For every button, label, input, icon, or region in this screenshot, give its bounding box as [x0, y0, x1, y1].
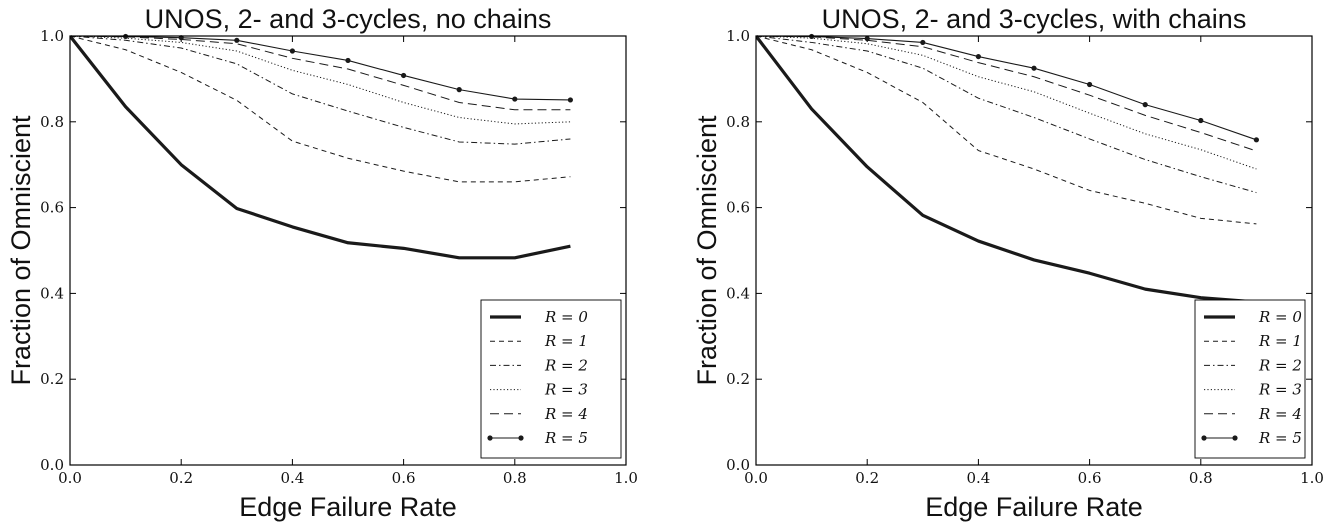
data-point [1253, 137, 1259, 143]
plot-frame [69, 35, 627, 466]
legend-label: R = 1 [1258, 332, 1302, 350]
x-tick-label: 0.6 [392, 469, 416, 487]
series-line-r4 [70, 35, 571, 111]
chart-panel-1: UNOS, 2- and 3-cycles, no chains Edge Fai… [6, 4, 638, 522]
x-tick-label: 0.2 [169, 469, 193, 487]
data-point [456, 87, 462, 93]
legend-box [480, 299, 622, 459]
y-tick-label: 0.2 [726, 370, 750, 388]
series-line-r3 [756, 35, 1257, 170]
legend-label: R = 4 [544, 405, 588, 423]
legend-label: R = 0 [1258, 308, 1302, 326]
x-tick-label: 1.0 [614, 469, 638, 487]
legend-label: R = 2 [544, 356, 588, 374]
series-group [756, 33, 1259, 304]
data-point [345, 57, 351, 64]
y-tick-label: 0.4 [726, 284, 750, 302]
chart-title: UNOS, 2- and 3-cycles, with chains [822, 4, 1247, 34]
y-tick-label: 0.0 [726, 456, 750, 474]
data-point [1142, 102, 1148, 108]
y-tick-label: 0.6 [726, 199, 750, 217]
series-line-r0 [70, 35, 571, 260]
data-point [1198, 117, 1204, 124]
legend-marker [518, 435, 524, 441]
y-tick-label: 1.0 [40, 27, 64, 45]
series-line-r2 [70, 35, 571, 145]
series-line-r1 [70, 35, 571, 183]
data-point [289, 48, 295, 54]
plot-frame [755, 35, 1313, 466]
legend-label: R = 5 [544, 429, 588, 447]
x-tick-label: 1.0 [1300, 469, 1324, 487]
x-tick-label: 0.6 [1078, 469, 1102, 487]
x-tick-label: 0.8 [1189, 469, 1213, 487]
chart-title: UNOS, 2- and 3-cycles, no chains [145, 4, 552, 34]
legend-marker [1201, 435, 1207, 441]
data-point [1087, 81, 1093, 88]
x-axis-label: Edge Failure Rate [239, 492, 457, 522]
data-point [401, 72, 407, 79]
data-point [234, 37, 240, 43]
legend-label: R = 0 [544, 308, 588, 326]
series-line-r4 [756, 35, 1257, 152]
series-line-r1 [756, 35, 1257, 225]
legend-marker [1232, 435, 1238, 441]
legend: R = 0 R = 1 R = 2 R = 3 R = 4 R = 5 [480, 299, 622, 459]
legend-box [1194, 299, 1306, 459]
legend-label: R = 2 [1258, 356, 1302, 374]
x-tick-label: 0.8 [503, 469, 527, 487]
series-line-r2 [756, 35, 1257, 194]
series-line-r3 [70, 35, 571, 125]
y-tick-label: 0.8 [726, 113, 750, 131]
x-tick-label: 0.4 [966, 469, 990, 487]
legend-label: R = 3 [544, 381, 588, 399]
y-tick-label: 0.4 [40, 284, 64, 302]
chart-panel-2: UNOS, 2- and 3-cycles, with chains Edge F… [692, 4, 1324, 522]
series-line-r0 [756, 35, 1257, 304]
legend-label: R = 5 [1258, 429, 1302, 447]
legend: R = 0 R = 1 R = 2 R = 3 R = 4 R = 5 [1194, 299, 1306, 459]
data-point [567, 97, 574, 103]
y-axis-label: Fraction of Omniscient [692, 115, 722, 386]
data-point [920, 39, 926, 46]
x-tick-label: 0.2 [855, 469, 879, 487]
legend-label: R = 1 [544, 332, 588, 350]
y-tick-label: 1.0 [726, 27, 750, 45]
series-line-r5 [756, 35, 1257, 141]
legend-label: R = 4 [1258, 405, 1302, 423]
data-point [512, 96, 518, 102]
series-line-r5 [70, 35, 571, 101]
y-tick-label: 0.0 [40, 456, 64, 474]
series-group [70, 33, 574, 260]
legend-marker [487, 435, 493, 441]
x-tick-label: 0.0 [744, 469, 768, 487]
y-tick-label: 0.2 [40, 370, 64, 388]
y-axis-label: Fraction of Omniscient [6, 115, 36, 386]
data-point [1031, 65, 1037, 71]
legend-label: R = 3 [1258, 381, 1302, 399]
y-tick-label: 0.8 [40, 113, 64, 131]
x-tick-label: 0.0 [58, 469, 82, 487]
data-point [864, 35, 870, 42]
y-tick-label: 0.6 [40, 199, 64, 217]
x-tick-label: 0.4 [280, 469, 304, 487]
data-point [975, 53, 982, 60]
x-axis-label: Edge Failure Rate [925, 492, 1143, 522]
